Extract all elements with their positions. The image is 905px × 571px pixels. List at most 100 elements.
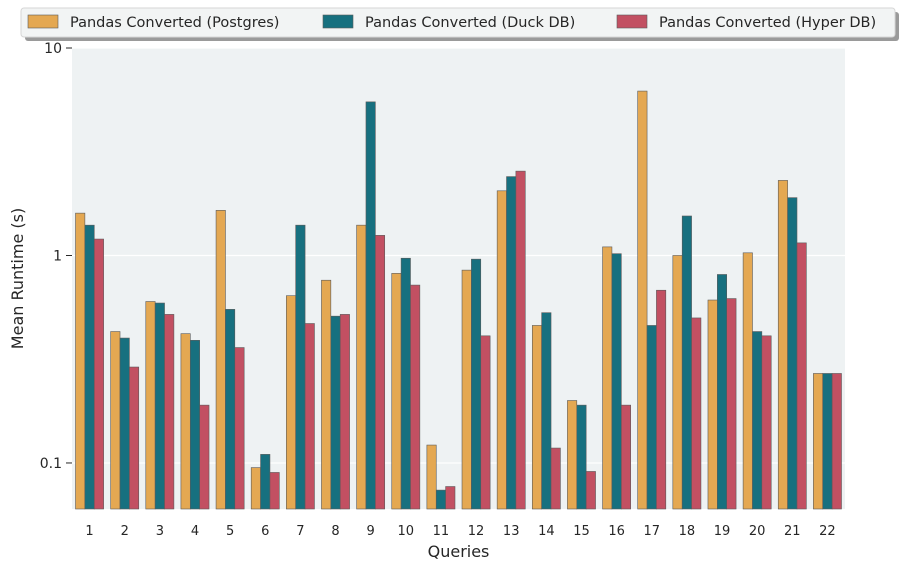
- bar-q21-series-2: [787, 197, 798, 510]
- bar-q8-series-1: [321, 279, 332, 510]
- bar-q18-series-2: [681, 215, 692, 510]
- bar-q16-series-3: [620, 404, 631, 510]
- bar-q20-series-2: [752, 331, 763, 510]
- bar-q21-series-3: [796, 242, 807, 510]
- bar-q4-series-1: [180, 333, 191, 510]
- bar-q3-series-2: [154, 302, 165, 510]
- bar-q10-series-3: [410, 284, 421, 510]
- x-tick-label: 14: [538, 524, 555, 539]
- bar-q4-series-2: [189, 340, 200, 510]
- bar-q15-series-1: [567, 400, 578, 510]
- bar-q13-series-3: [515, 170, 526, 510]
- bar-q1-series-3: [93, 238, 104, 510]
- bar-q5-series-3: [234, 347, 245, 510]
- bar-q3-series-1: [145, 301, 156, 510]
- bar-q17-series-1: [637, 90, 648, 510]
- x-tick-label: 6: [261, 524, 269, 539]
- x-tick-label: 9: [367, 524, 375, 539]
- bar-q14-series-1: [531, 325, 542, 510]
- bar-q18-series-1: [672, 255, 683, 510]
- x-tick-label: 10: [398, 524, 415, 539]
- bar-q14-series-2: [541, 312, 552, 510]
- bar-q22-series-1: [813, 373, 824, 510]
- bar-q6-series-1: [250, 467, 261, 510]
- legend-label: Pandas Converted (Duck DB): [365, 15, 575, 31]
- bar-q11-series-1: [426, 444, 437, 510]
- bar-q17-series-3: [656, 289, 667, 510]
- x-tick-label: 3: [156, 524, 164, 539]
- x-tick-label: 1: [85, 524, 93, 539]
- legend-label: Pandas Converted (Hyper DB): [659, 15, 876, 31]
- x-tick-label: 4: [191, 524, 199, 539]
- bar-q19-series-3: [726, 298, 737, 510]
- y-tick-label: 0.1: [40, 456, 62, 472]
- bar-q3-series-3: [164, 314, 175, 510]
- x-tick-label: 12: [468, 524, 485, 539]
- x-tick-label: 16: [608, 524, 625, 539]
- bar-q5-series-1: [215, 210, 226, 510]
- bar-q4-series-3: [199, 404, 210, 510]
- bar-q20-series-3: [761, 335, 772, 510]
- x-tick-label: 13: [503, 524, 520, 539]
- bar-q9-series-3: [375, 235, 386, 510]
- bars: [75, 90, 842, 510]
- y-tick-label: 1: [53, 248, 62, 264]
- bar-q14-series-3: [550, 447, 561, 510]
- x-tick-label: 17: [643, 524, 660, 539]
- x-tick-label: 21: [784, 524, 801, 539]
- bar-q11-series-2: [435, 489, 446, 510]
- legend: Pandas Converted (Postgres) Pandas Conver…: [20, 7, 899, 41]
- bar-q1-series-2: [84, 224, 95, 510]
- x-tick-label: 15: [573, 524, 590, 539]
- bar-q10-series-2: [400, 257, 411, 510]
- x-tick-label: 8: [331, 524, 339, 539]
- x-axis-title: Queries: [428, 542, 490, 561]
- bar-q2-series-1: [110, 331, 121, 510]
- bar-q7-series-1: [286, 295, 297, 510]
- bar-q5-series-2: [225, 309, 236, 510]
- bar-q15-series-3: [585, 471, 596, 510]
- bar-q8-series-3: [339, 314, 350, 510]
- bar-q16-series-1: [602, 246, 613, 510]
- x-tick-label: 18: [679, 524, 696, 539]
- legend-swatch: [322, 14, 354, 29]
- x-tick-label: 22: [819, 524, 836, 539]
- bar-q13-series-2: [506, 176, 517, 510]
- bar-q18-series-3: [691, 317, 702, 510]
- bar-q20-series-1: [742, 252, 753, 510]
- legend-swatch: [27, 14, 59, 29]
- bar-q12-series-3: [480, 335, 491, 510]
- legend-label: Pandas Converted (Postgres): [70, 15, 279, 31]
- bar-q13-series-1: [496, 190, 507, 510]
- bar-q7-series-2: [295, 224, 306, 510]
- bar-q21-series-1: [777, 180, 788, 510]
- bar-q6-series-2: [260, 454, 271, 510]
- y-axis-title: Mean Runtime (s): [8, 208, 27, 349]
- bar-q22-series-3: [831, 373, 842, 510]
- x-tick-label: 19: [714, 524, 731, 539]
- bar-q1-series-1: [75, 212, 86, 510]
- bar-q19-series-1: [707, 299, 718, 510]
- x-tick-label: 5: [226, 524, 234, 539]
- x-axis: 1 2 3 4 5 6 7 8 9 10 11 12 13 14 15 16 17 18 19 20 21 22: [85, 524, 835, 539]
- bar-q11-series-3: [445, 486, 456, 510]
- bar-q15-series-2: [576, 404, 587, 510]
- y-axis: 0.1 1 10: [40, 41, 72, 472]
- bar-q19-series-2: [717, 274, 728, 510]
- bar-q12-series-1: [461, 269, 472, 510]
- bar-q17-series-2: [646, 325, 657, 510]
- bar-q7-series-3: [304, 323, 315, 510]
- bar-q16-series-2: [611, 253, 622, 510]
- bar-q9-series-1: [356, 224, 367, 510]
- bar-q10-series-1: [391, 273, 402, 510]
- x-tick-label: 11: [433, 524, 450, 539]
- x-tick-label: 20: [749, 524, 766, 539]
- x-tick-label: 2: [121, 524, 129, 539]
- y-tick-label: 10: [44, 41, 62, 57]
- legend-swatch: [616, 14, 648, 29]
- x-tick-label: 7: [296, 524, 304, 539]
- bar-q12-series-2: [471, 258, 482, 510]
- bar-q2-series-3: [129, 366, 140, 510]
- bar-q8-series-2: [330, 315, 341, 510]
